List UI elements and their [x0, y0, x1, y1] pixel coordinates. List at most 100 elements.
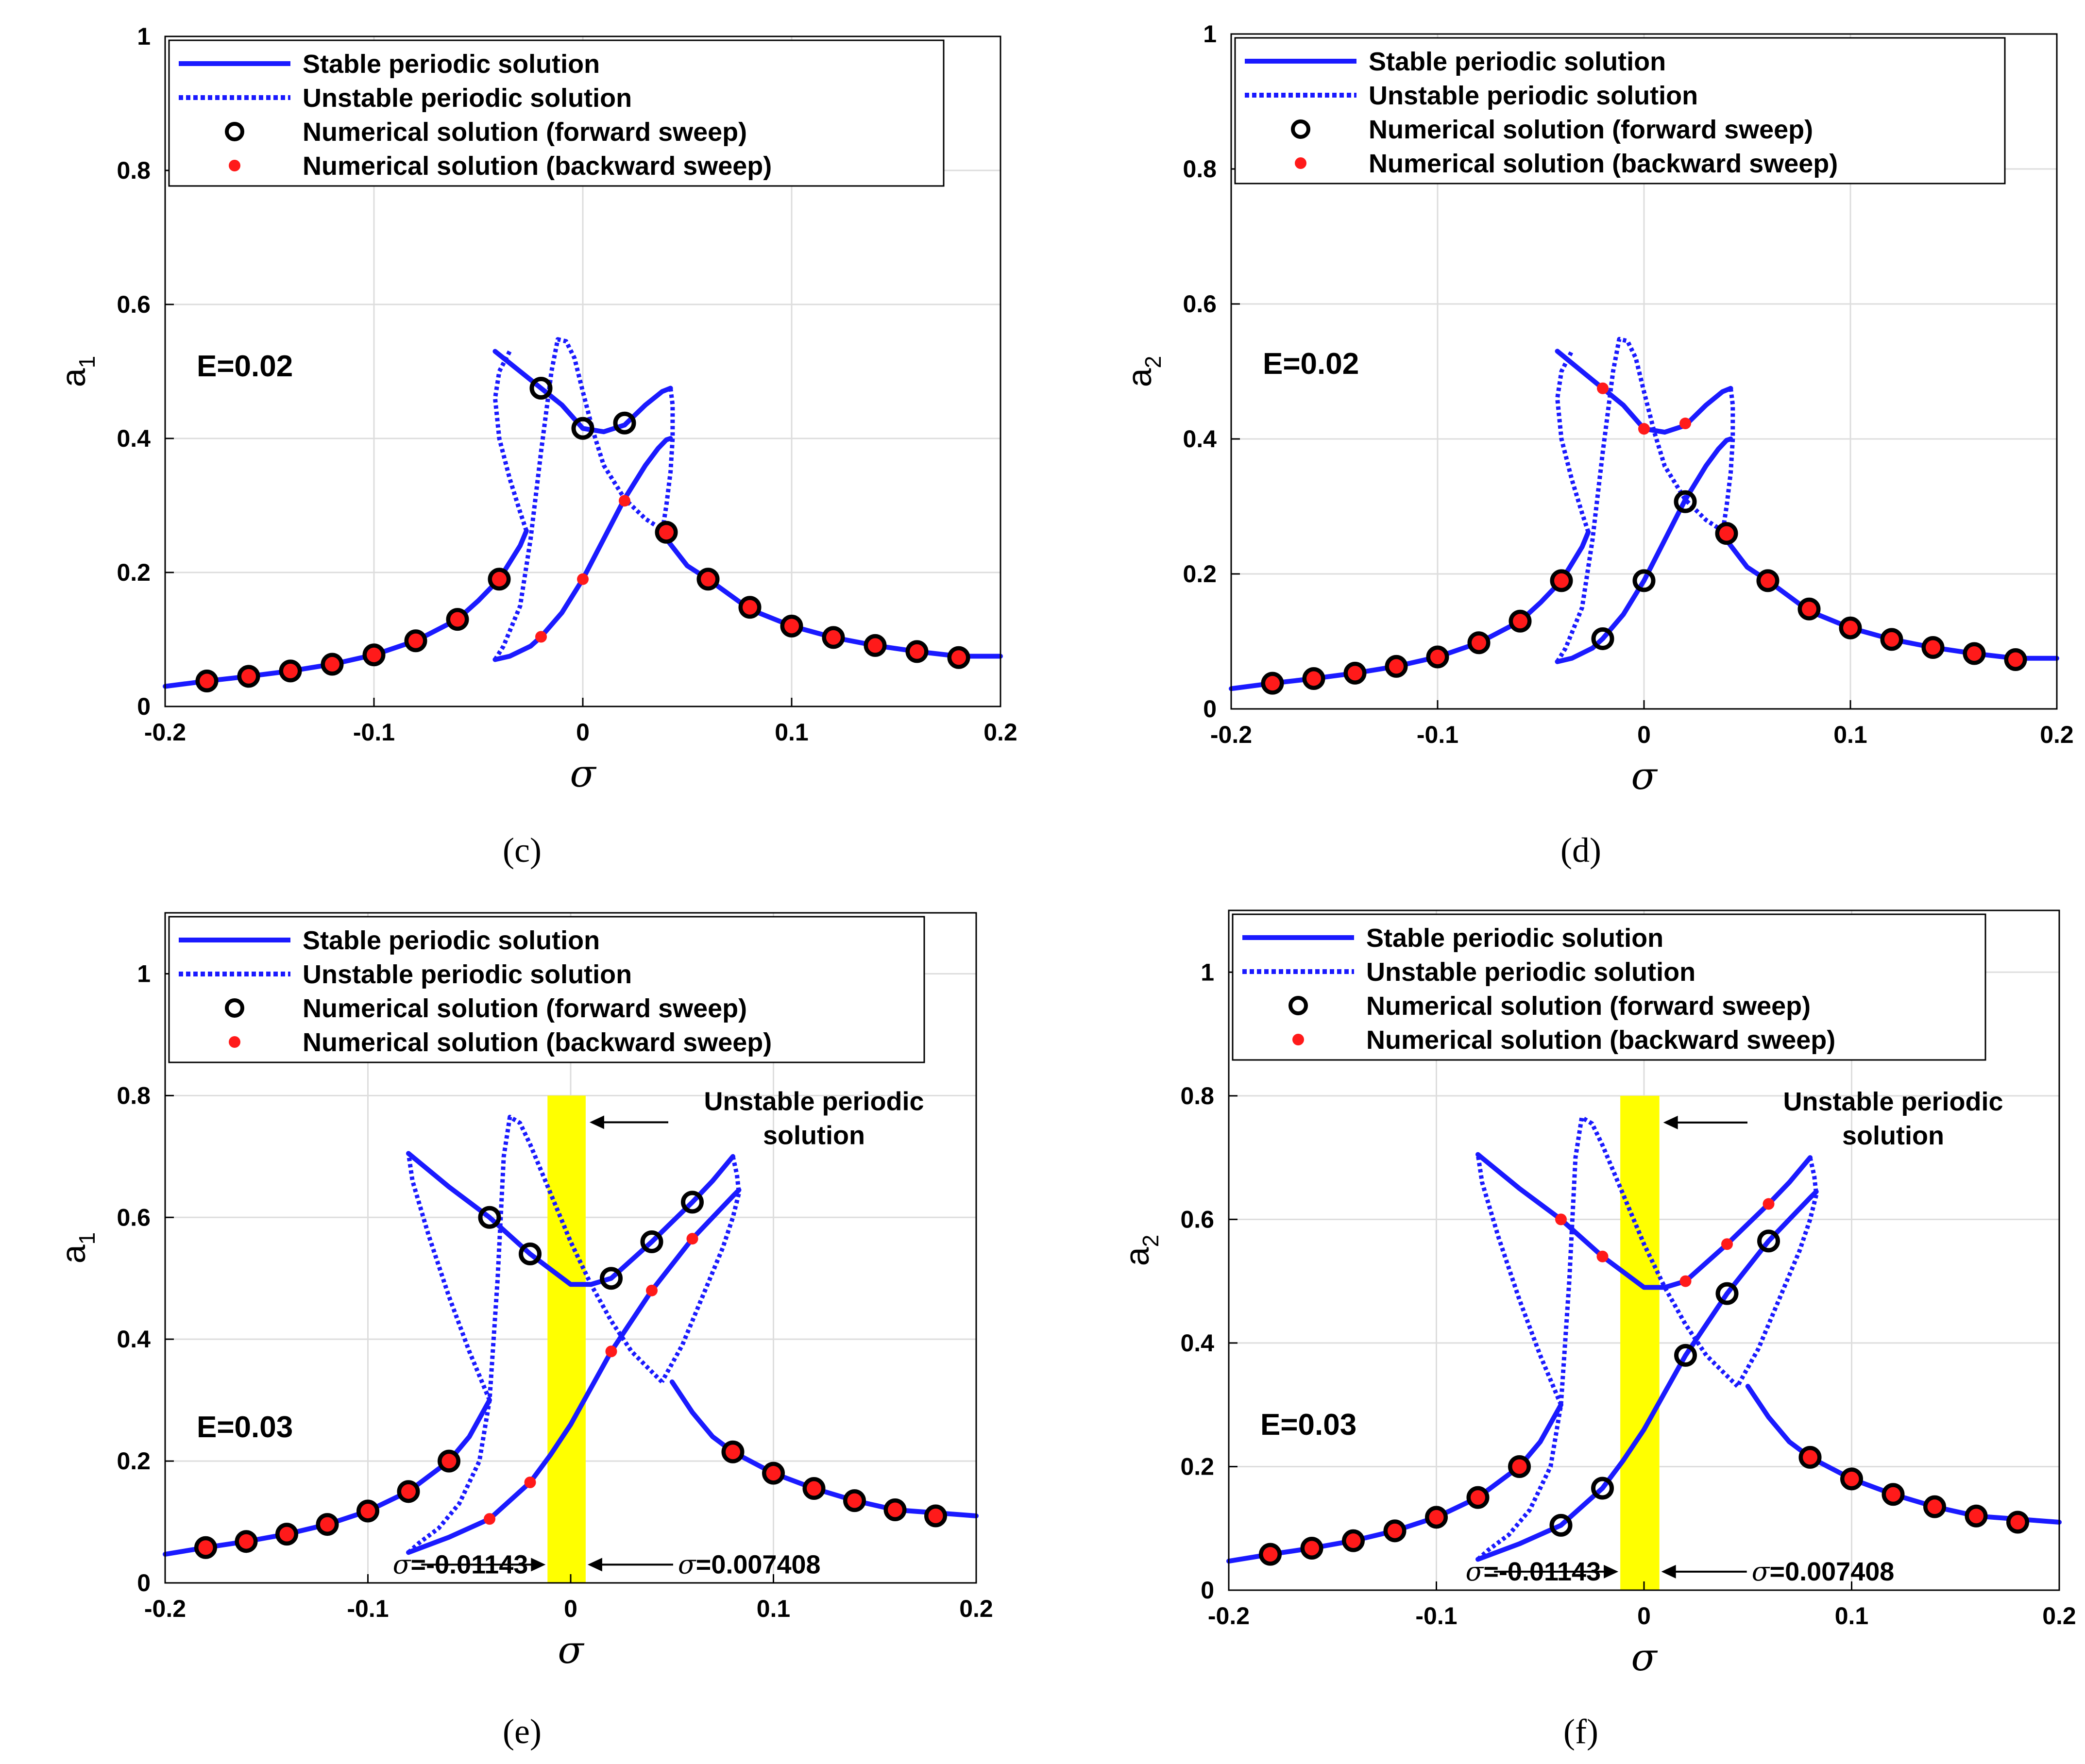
forward-marker — [1715, 522, 1738, 545]
legend-backward-swatch — [229, 1036, 240, 1048]
forward-marker — [195, 670, 219, 693]
y-axis-label-main: a — [1120, 368, 1158, 387]
forward-marker — [1840, 1467, 1863, 1491]
x-tick-label: 0.2 — [2042, 1602, 2076, 1630]
backward-marker — [1555, 1213, 1567, 1226]
backward-marker — [1884, 632, 1899, 647]
sigma-symbol: σ — [1466, 1556, 1485, 1587]
e-annotation: E=0.03 — [197, 1411, 293, 1444]
y-tick-label: 0.6 — [1183, 290, 1217, 318]
backward-marker — [492, 571, 507, 587]
unstable-curve — [493, 337, 668, 661]
forward-marker — [843, 1489, 866, 1512]
x-tick-label: 0.1 — [757, 1595, 791, 1622]
sigma-symbol: σ — [678, 1549, 697, 1579]
legend-box — [1234, 37, 2006, 185]
backward-marker — [1927, 1499, 1942, 1514]
arrow-head — [531, 1558, 546, 1572]
x-tick-label: 0.2 — [2040, 721, 2074, 748]
legend-label-unstable: Unstable periodic solution — [1366, 958, 1695, 987]
forward-marker — [571, 417, 594, 440]
y-tick-label: 0.8 — [1180, 1082, 1214, 1109]
x-tick-label: 0.2 — [983, 719, 1017, 746]
y-axis-label: a1 — [54, 356, 100, 387]
backward-marker — [1348, 666, 1362, 681]
legend: Stable periodic solution Unstable periodi… — [1234, 37, 2006, 185]
legend-label-backward: Numerical solution (backward sweep) — [1366, 1025, 1835, 1055]
x-tick-label: -0.2 — [144, 719, 186, 746]
unstable-curve — [407, 1114, 664, 1554]
forward-marker — [1342, 1529, 1365, 1552]
legend-forward-swatch — [1288, 996, 1308, 1015]
y-tick-label: 0.4 — [117, 425, 151, 452]
backward-marker — [868, 638, 882, 653]
forward-marker — [1965, 1504, 1988, 1528]
y-tick-label: 0 — [1201, 1577, 1214, 1604]
backward-marker — [807, 1481, 821, 1496]
forward-marker — [1509, 609, 1532, 633]
backward-marker — [1471, 1490, 1485, 1505]
forward-marker — [1882, 1483, 1905, 1506]
backward-marker — [928, 1509, 943, 1523]
legend-box — [1232, 913, 1986, 1061]
backward-marker — [1389, 659, 1404, 674]
forward-marker — [1757, 1229, 1780, 1253]
x-tick-label: -0.2 — [1210, 721, 1252, 748]
forward-marker — [905, 640, 929, 663]
forward-marker — [1839, 616, 1862, 639]
backward-marker — [1761, 573, 1775, 588]
y-axis-label-subscript: 2 — [1140, 356, 1166, 369]
y-tick-label: 0.4 — [117, 1326, 151, 1353]
backward-marker — [283, 663, 298, 678]
forward-marker — [1550, 569, 1573, 592]
backward-marker — [766, 1466, 781, 1481]
forward-marker — [1343, 661, 1367, 685]
legend-label-backward: Numerical solution (backward sweep) — [1369, 149, 1838, 178]
forward-marker — [194, 1536, 217, 1559]
backward-marker — [888, 1502, 902, 1517]
forward-marker — [2006, 1511, 2029, 1534]
backward-marker — [239, 1534, 254, 1549]
y-tick-label: 0.2 — [117, 559, 151, 586]
legend: Stable periodic solution Unstable periodi… — [168, 916, 925, 1063]
legend-label-forward: Numerical solution (forward sweep) — [303, 994, 747, 1023]
backward-marker — [1388, 1523, 1402, 1538]
unstable-curve — [660, 1156, 741, 1383]
y-axis-label-subscript: 1 — [74, 1232, 100, 1245]
legend-forward-swatch — [225, 998, 244, 1018]
forward-marker — [1425, 1506, 1448, 1529]
forward-marker — [721, 1440, 745, 1463]
forward-marker — [235, 1530, 258, 1553]
y-tick-label: 0.6 — [1180, 1206, 1214, 1233]
forward-marker — [1674, 490, 1697, 513]
x-tick-label: 0.2 — [959, 1595, 993, 1622]
forward-marker — [883, 1498, 907, 1521]
stable-curve — [1745, 1384, 2062, 1525]
forward-marker — [1798, 1445, 1822, 1469]
panel-label-d: (d) — [1560, 831, 1601, 870]
forward-marker — [1467, 631, 1491, 655]
backward-marker — [1679, 1275, 1692, 1287]
band-right-label: σ=0.007408 — [678, 1549, 821, 1579]
forward-marker — [802, 1477, 826, 1500]
forward-marker — [519, 1243, 542, 1266]
backward-marker — [1763, 1198, 1775, 1210]
x-axis-label: σ — [1631, 755, 1658, 798]
y-tick-label: 1 — [137, 23, 151, 50]
forward-marker — [655, 521, 678, 544]
e-annotation: E=0.02 — [1263, 347, 1359, 381]
y-axis-label-subscript: 1 — [74, 356, 100, 369]
x-tick-label: -0.1 — [1417, 721, 1458, 748]
y-tick-label: 0 — [1203, 695, 1217, 722]
unstable-band — [547, 1095, 586, 1583]
forward-marker — [640, 1230, 663, 1253]
band-right-label: σ=0.007408 — [1752, 1556, 1895, 1587]
forward-marker — [1302, 667, 1325, 690]
forward-marker — [864, 634, 887, 657]
band-note-line: solution — [763, 1121, 865, 1150]
backward-marker — [367, 647, 381, 662]
arrow-head — [589, 1115, 604, 1129]
backward-marker — [320, 1517, 335, 1532]
legend-forward-swatch — [1291, 119, 1310, 139]
backward-marker — [1306, 671, 1321, 686]
